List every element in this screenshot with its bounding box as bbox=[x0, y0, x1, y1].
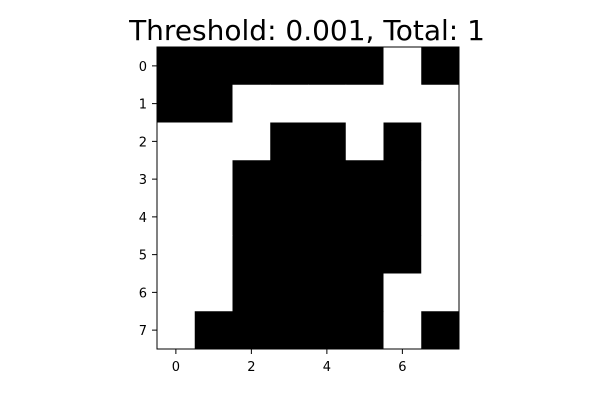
heatmap-cell-r5-c6 bbox=[383, 235, 422, 274]
heatmap-cell-r2-c6 bbox=[383, 122, 422, 161]
heatmap-cell-r0-c2 bbox=[232, 47, 271, 86]
heatmap-cell-r2-c1 bbox=[194, 122, 233, 161]
heatmap-cell-r6-c2 bbox=[232, 273, 271, 312]
y-tick-label-0: 0 bbox=[139, 60, 147, 75]
heatmap-cell-r0-c1 bbox=[194, 47, 233, 86]
heatmap-cell-r4-c1 bbox=[194, 198, 233, 237]
x-tick-label-6: 6 bbox=[398, 360, 406, 375]
heatmap-cell-r7-c1 bbox=[194, 311, 233, 350]
heatmap-cell-r4-c2 bbox=[232, 198, 271, 237]
heatmap-cell-r4-c6 bbox=[383, 198, 422, 237]
heatmap-cell-r2-c3 bbox=[270, 122, 309, 161]
x-axis-ticks: 0 2 4 6 bbox=[172, 349, 407, 375]
y-tick-label-3: 3 bbox=[139, 173, 147, 188]
heatmap-cell-r6-c4 bbox=[308, 273, 347, 312]
x-tick-label-0: 0 bbox=[172, 360, 180, 375]
heatmap-cell-r5-c7 bbox=[421, 235, 460, 274]
heatmap-cell-r5-c1 bbox=[194, 235, 233, 274]
y-tick-label-5: 5 bbox=[139, 249, 147, 264]
heatmap-cell-r3-c5 bbox=[345, 160, 384, 199]
heatmap-cell-r7-c5 bbox=[345, 311, 384, 350]
y-tick-label-7: 7 bbox=[139, 324, 147, 339]
heatmap-cell-r7-c7 bbox=[421, 311, 460, 350]
heatmap-cell-r6-c3 bbox=[270, 273, 309, 312]
heatmap-cell-r6-c1 bbox=[194, 273, 233, 312]
x-tick-label-2: 2 bbox=[247, 360, 255, 375]
heatmap-cell-r7-c2 bbox=[232, 311, 271, 350]
heatmap-cell-r3-c1 bbox=[194, 160, 233, 199]
heatmap-cell-r5-c3 bbox=[270, 235, 309, 274]
heatmap-cell-r5-c4 bbox=[308, 235, 347, 274]
heatmap-cell-r1-c7 bbox=[421, 84, 460, 123]
heatmap-cell-r1-c4 bbox=[308, 84, 347, 123]
heatmap-cell-r3-c0 bbox=[157, 160, 196, 199]
heatmap-cell-r6-c6 bbox=[383, 273, 422, 312]
heatmap-cell-r1-c3 bbox=[270, 84, 309, 123]
heatmap-cell-r0-c0 bbox=[157, 47, 196, 86]
heatmap-cell-r4-c3 bbox=[270, 198, 309, 237]
heatmap-cell-r7-c4 bbox=[308, 311, 347, 350]
y-tick-label-4: 4 bbox=[139, 211, 147, 226]
heatmap-cell-r3-c4 bbox=[308, 160, 347, 199]
heatmap-cell-r4-c4 bbox=[308, 198, 347, 237]
heatmap-cell-r7-c6 bbox=[383, 311, 422, 350]
heatmap-cell-r1-c5 bbox=[345, 84, 384, 123]
heatmap-cell-r2-c7 bbox=[421, 122, 460, 161]
heatmap-cell-r5-c5 bbox=[345, 235, 384, 274]
heatmap-cell-r3-c7 bbox=[421, 160, 460, 199]
heatmap-cell-r4-c0 bbox=[157, 198, 196, 237]
heatmap-cell-r0-c3 bbox=[270, 47, 309, 86]
x-tick-label-4: 4 bbox=[323, 360, 331, 375]
heatmap-cell-r0-c5 bbox=[345, 47, 384, 86]
heatmap-cell-r0-c6 bbox=[383, 47, 422, 86]
heatmap-cell-r3-c2 bbox=[232, 160, 271, 199]
heatmap-cell-r2-c2 bbox=[232, 122, 271, 161]
heatmap-cell-r7-c3 bbox=[270, 311, 309, 350]
heatmap-cell-r6-c0 bbox=[157, 273, 196, 312]
heatmap-cell-r2-c0 bbox=[157, 122, 196, 161]
y-tick-label-2: 2 bbox=[139, 135, 147, 150]
y-axis-ticks: 0 1 2 3 4 5 6 7 bbox=[139, 60, 157, 339]
chart-title: Threshold: 0.001, Total: 1 bbox=[128, 14, 485, 47]
axes-frame bbox=[156, 46, 460, 350]
heatmap-cell-r0-c7 bbox=[421, 47, 460, 86]
heatmap-cell-r6-c7 bbox=[421, 273, 460, 312]
heatmap-cell-r5-c0 bbox=[157, 235, 196, 274]
heatmap-cell-r1-c1 bbox=[194, 84, 233, 123]
heatmap-cell-r0-c4 bbox=[308, 47, 347, 86]
heatmap-cell-r6-c5 bbox=[345, 273, 384, 312]
heatmap-cell-r1-c2 bbox=[232, 84, 271, 123]
y-tick-label-1: 1 bbox=[139, 98, 147, 113]
heatmap-cell-r4-c7 bbox=[421, 198, 460, 237]
heatmap-cell-r2-c5 bbox=[345, 122, 384, 161]
heatmap-cell-r4-c5 bbox=[345, 198, 384, 237]
heatmap-cell-r2-c4 bbox=[308, 122, 347, 161]
y-tick-label-6: 6 bbox=[139, 286, 147, 301]
heatmap-cell-r3-c3 bbox=[270, 160, 309, 199]
heatmap-cell-r7-c0 bbox=[157, 311, 196, 350]
heatmap-cell-r1-c0 bbox=[157, 84, 196, 123]
heatmap-cell-r3-c6 bbox=[383, 160, 422, 199]
heatmap-cell-r5-c2 bbox=[232, 235, 271, 274]
heatmap-cells bbox=[157, 47, 460, 350]
heatmap-cell-r1-c6 bbox=[383, 84, 422, 123]
